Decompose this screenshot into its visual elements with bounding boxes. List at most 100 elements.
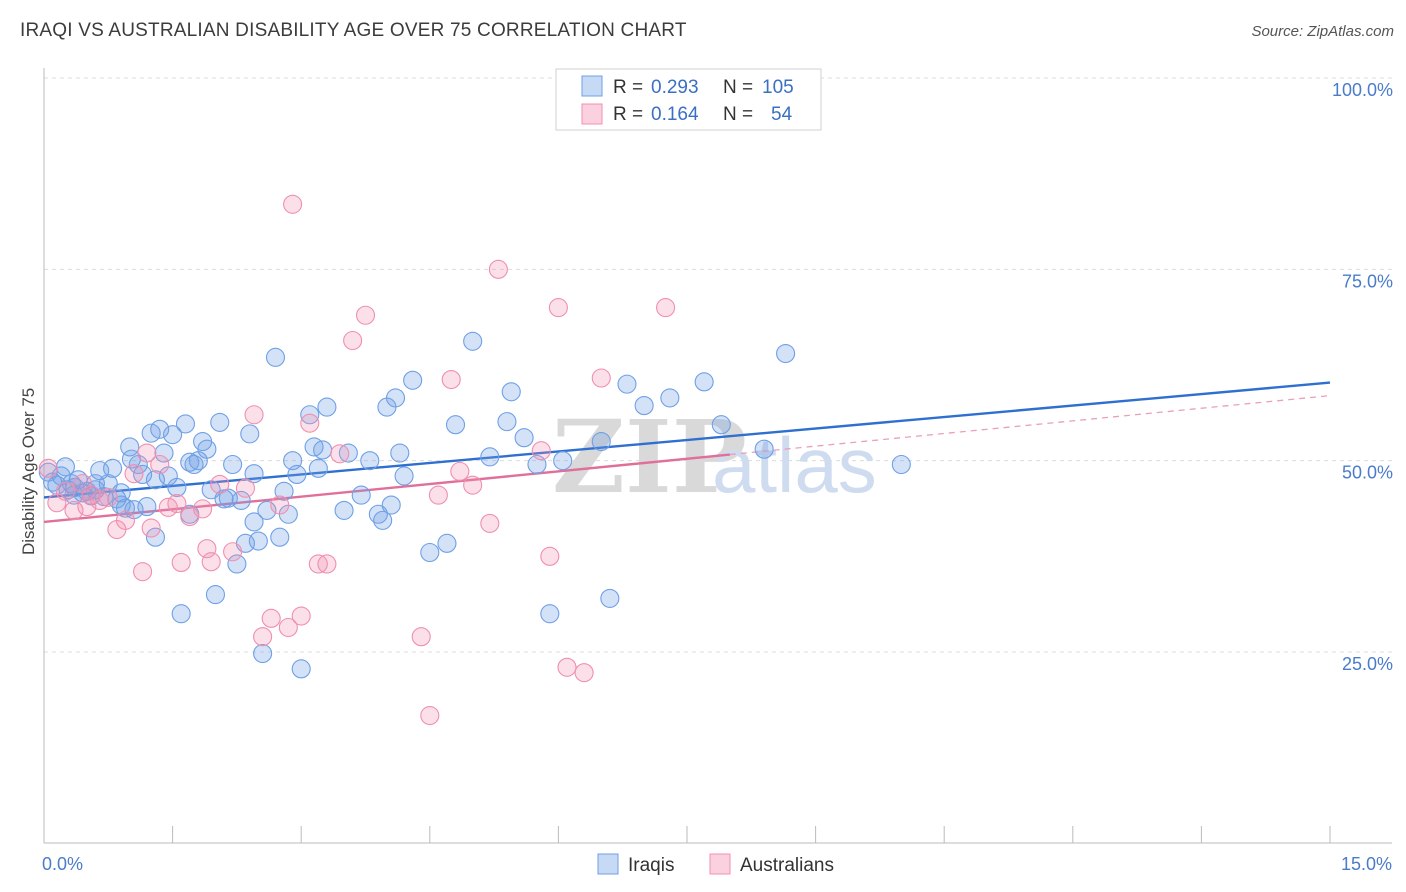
point-iraqis [231,490,251,511]
point-australians [167,493,187,514]
point-australians [55,481,75,501]
y-tick-label: 25.0% [1342,654,1393,674]
bottom-legend-label-iraqis: Iraqis [628,855,674,876]
point-australians [441,369,461,390]
point-australians [343,330,363,351]
chart-source: Source: ZipAtlas.com [1251,23,1394,40]
point-australians [480,513,500,533]
point-australians [133,562,153,582]
point-australians [283,194,303,214]
point-iraqis [660,388,680,408]
point-iraqis [163,425,183,445]
point-australians [253,627,273,647]
point-australians [531,441,551,461]
point-iraqis [120,437,140,457]
legend-n-value-2: 54 [771,104,793,125]
point-australians [171,552,191,573]
point-iraqis [390,443,410,463]
point-iraqis [257,500,277,520]
y-tick-label: 50.0% [1342,463,1393,483]
point-australians [150,454,170,475]
legend-r-label-2: R = [613,104,643,125]
point-iraqis [227,554,247,574]
legend-r-label-1: R = [613,77,643,98]
point-iraqis [244,464,264,484]
point-iraqis [420,542,440,563]
point-iraqis [553,451,573,471]
point-iraqis [600,588,620,608]
bottom-legend: Iraqis Australians [597,853,834,876]
point-iraqis [891,454,911,475]
trend-australians-solid [43,453,730,524]
trend-line-iraqis [43,381,1331,499]
point-iraqis [381,495,401,515]
point-australians [141,518,161,538]
point-iraqis [540,604,560,624]
point-iraqis [210,412,230,432]
legend-box: R = 0.293 N = 105 R = 0.164 N = 54 [555,68,822,131]
point-australians [420,705,440,726]
point-iraqis [317,397,337,417]
point-australians [193,499,213,519]
point-iraqis [55,457,75,477]
point-australians [38,458,58,478]
y-tick-label: 75.0% [1342,271,1393,291]
point-iraqis [265,347,286,367]
point-iraqis [437,533,457,553]
legend-n-label-2: N = [723,104,753,125]
point-australians [411,627,431,647]
point-australians [656,298,676,318]
axes [43,68,1392,844]
point-iraqis [300,405,320,425]
point-australians [591,368,611,388]
point-australians [488,259,508,279]
point-australians [300,413,320,433]
legend-swatch-australians [581,103,603,125]
point-iraqis [351,485,371,505]
point-australians [244,405,264,425]
point-iraqis [501,382,521,402]
x-tick-min: 0.0% [42,854,83,874]
point-australians [557,657,577,677]
point-iraqis [197,439,217,459]
point-iraqis [360,451,380,471]
point-iraqis [373,510,393,530]
chart-title: IRAQI VS AUSTRALIAN DISABILITY AGE OVER … [20,20,687,41]
point-iraqis [291,659,311,679]
point-iraqis [137,497,157,517]
x-tick-max: 15.0% [1341,854,1392,874]
y-tick-labels: 25.0% 50.0% 75.0% 100.0% [1332,80,1393,674]
bottom-legend-swatch-australians [709,853,731,875]
point-australians [291,606,311,626]
grid-lines [44,77,1392,653]
point-australians [124,464,144,484]
point-iraqis [150,419,170,439]
point-australians [64,500,84,520]
point-australians [201,552,221,572]
trend-australians-dashed [729,394,1331,456]
point-iraqis [394,466,414,486]
point-australians [548,298,568,318]
point-iraqis [205,585,226,605]
point-australians [574,663,594,683]
point-iraqis [754,439,774,459]
watermark-atlas: atlas [712,421,877,509]
legend-swatch-iraqis [581,75,603,97]
point-iraqis [334,500,354,520]
bottom-legend-swatch-iraqis [597,853,619,875]
point-iraqis [403,370,423,390]
point-iraqis [313,440,333,460]
legend-r-value-2: 0.164 [651,104,699,125]
point-australians [223,542,243,562]
point-iraqis [253,643,273,664]
point-iraqis [308,458,328,478]
trend-line-australians [43,394,1331,524]
point-iraqis [175,414,196,434]
point-australians [137,443,157,463]
point-australians [330,444,350,464]
point-iraqis [711,415,731,435]
y-axis-label: Disability Age Over 75 [19,388,38,555]
point-australians [77,497,97,517]
bottom-legend-label-australians: Australians [740,855,834,876]
point-iraqis [776,343,796,364]
